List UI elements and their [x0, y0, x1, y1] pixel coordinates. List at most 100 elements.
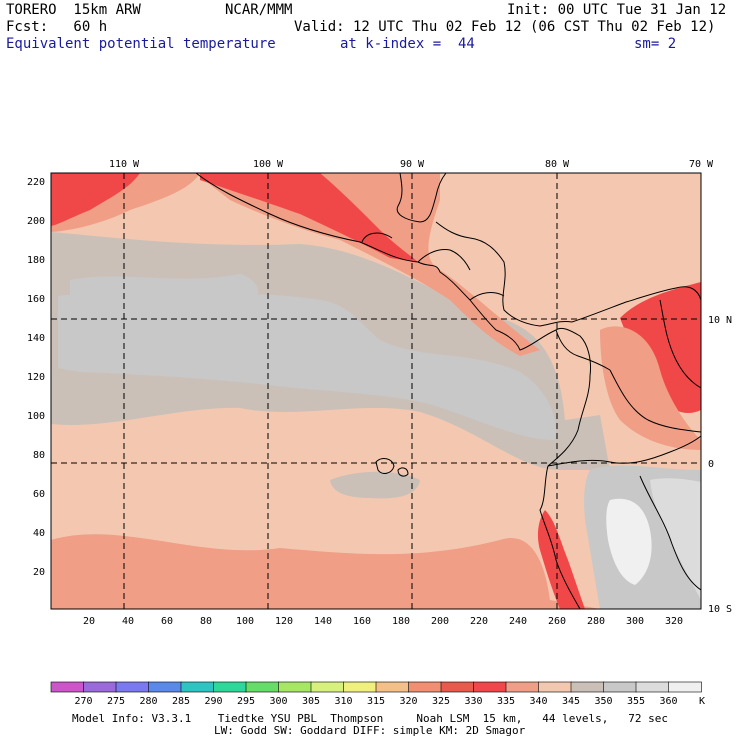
field-light-gray-north — [70, 274, 259, 308]
colorbar-label: 295 — [237, 696, 255, 707]
colorbar-swatch — [83, 681, 117, 693]
colorbar-label: 335 — [497, 696, 515, 707]
colorbar-label: 280 — [139, 696, 157, 707]
colorbar-swatch — [375, 681, 410, 693]
x-label: 160 — [353, 616, 371, 627]
latlon-grid — [51, 173, 701, 609]
x-grid-labels: 20 40 60 80 100 120 140 160 180 200 220 … — [83, 616, 683, 627]
colorbar-label: 345 — [562, 696, 580, 707]
colorbar-swatch — [635, 681, 670, 693]
shaded-field — [51, 173, 701, 609]
colorbar-swatch — [148, 681, 182, 693]
field-peru-red — [537, 510, 585, 609]
colorbar-label: 360 — [659, 696, 677, 707]
colombia-border — [555, 329, 611, 371]
mexico-guatemala-border — [361, 232, 393, 243]
galapagos-island-2 — [397, 467, 409, 477]
colorbar-swatch — [408, 681, 442, 693]
colorbar-swatch — [668, 681, 702, 693]
lat-label: 10 S — [708, 604, 732, 615]
field-galapagos-patch — [330, 471, 420, 499]
lat-labels: 10 N 0 10 S — [708, 315, 732, 615]
colorbar-swatch — [343, 681, 377, 693]
colorbar-swatch — [538, 681, 572, 693]
valid-time: Valid: 12 UTC Thu 02 Feb 12 (06 CST Thu … — [294, 19, 716, 35]
map-frame — [50, 172, 702, 610]
colorbar-label: 330 — [464, 696, 482, 707]
yucatan-coast — [396, 173, 447, 223]
colorbar-label: 300 — [269, 696, 287, 707]
x-label: 100 — [236, 616, 254, 627]
lon-label: 80 W — [545, 159, 570, 170]
colorbar-swatch — [213, 681, 247, 693]
ecuador-peru-border — [547, 435, 701, 467]
colorbar-swatch — [505, 681, 540, 693]
y-label: 200 — [27, 216, 45, 227]
central-america-border-2 — [469, 292, 505, 301]
colorbar-label: 285 — [172, 696, 190, 707]
x-label: 300 — [626, 616, 644, 627]
y-label: 80 — [33, 450, 45, 461]
x-label: 140 — [314, 616, 332, 627]
x-label: 320 — [665, 616, 683, 627]
lon-label: 110 W — [109, 159, 140, 170]
x-label: 280 — [587, 616, 605, 627]
field-light-gray-core — [58, 294, 557, 440]
colorbar-label: 355 — [627, 696, 645, 707]
field-andes-light — [650, 478, 701, 600]
colorbar-label: 305 — [302, 696, 320, 707]
x-label: 220 — [470, 616, 488, 627]
colorbar-swatch — [115, 681, 150, 693]
model-title: TORERO 15km ARW — [6, 2, 141, 18]
galapagos-island-1 — [375, 458, 395, 474]
colorbar-swatch — [570, 681, 605, 693]
smoothing-label: sm= 2 — [634, 36, 677, 52]
colorbar — [50, 681, 702, 693]
colorbar-label: 350 — [594, 696, 612, 707]
lon-label: 90 W — [400, 159, 425, 170]
colorbar-label: 320 — [399, 696, 417, 707]
peru-brazil-border — [639, 475, 701, 591]
level-label: at k-index = 44 — [340, 36, 475, 52]
colombia-brazil-border — [609, 369, 701, 433]
y-grid-labels: 220 200 180 160 140 120 100 80 60 40 20 — [27, 177, 45, 578]
x-label: 260 — [548, 616, 566, 627]
venezuela-colombia-border — [659, 299, 701, 389]
x-label: 60 — [161, 616, 173, 627]
y-label: 160 — [27, 294, 45, 305]
model-info-line1: Model Info: V3.3.1 Tiedtke YSU PBL Thomp… — [72, 712, 669, 725]
forecast-hour: Fcst: 60 h — [6, 19, 108, 35]
colorbar-swatch — [50, 681, 85, 693]
field-salmon-south — [51, 534, 600, 609]
x-label: 40 — [122, 616, 134, 627]
colorbar-unit: K — [699, 696, 705, 707]
colorbar-swatch — [310, 681, 345, 693]
colorbar-swatch — [180, 681, 215, 693]
venezuela-coast — [571, 286, 701, 323]
colorbar-swatch — [473, 681, 507, 693]
organization-label: NCAR/MMM — [225, 2, 293, 18]
caribbean-coast — [435, 221, 573, 327]
coastlines — [195, 173, 701, 609]
x-label: 120 — [275, 616, 293, 627]
x-label: 200 — [431, 616, 449, 627]
colorbar-label: 275 — [107, 696, 125, 707]
x-label: 240 — [509, 616, 527, 627]
pacific-coastline — [195, 173, 591, 609]
init-time: Init: 00 UTC Tue 31 Jan 12 — [507, 2, 727, 18]
y-label: 220 — [27, 177, 45, 188]
colorbar-labels: 270 275 280 285 290 295 300 305 310 315 320 325 330 3… — [74, 696, 677, 707]
colorbar-label: 290 — [204, 696, 222, 707]
y-label: 180 — [27, 255, 45, 266]
colorbar-swatch — [603, 681, 637, 693]
colorbar-swatch — [440, 681, 475, 693]
lon-label: 100 W — [253, 159, 284, 170]
colorbar-label: 310 — [334, 696, 352, 707]
y-label: 40 — [33, 528, 45, 539]
x-label: 80 — [200, 616, 212, 627]
colorbar-label: 270 — [74, 696, 92, 707]
colorbar-label: 325 — [432, 696, 450, 707]
y-label: 100 — [27, 411, 45, 422]
field-andes-white — [606, 498, 652, 585]
